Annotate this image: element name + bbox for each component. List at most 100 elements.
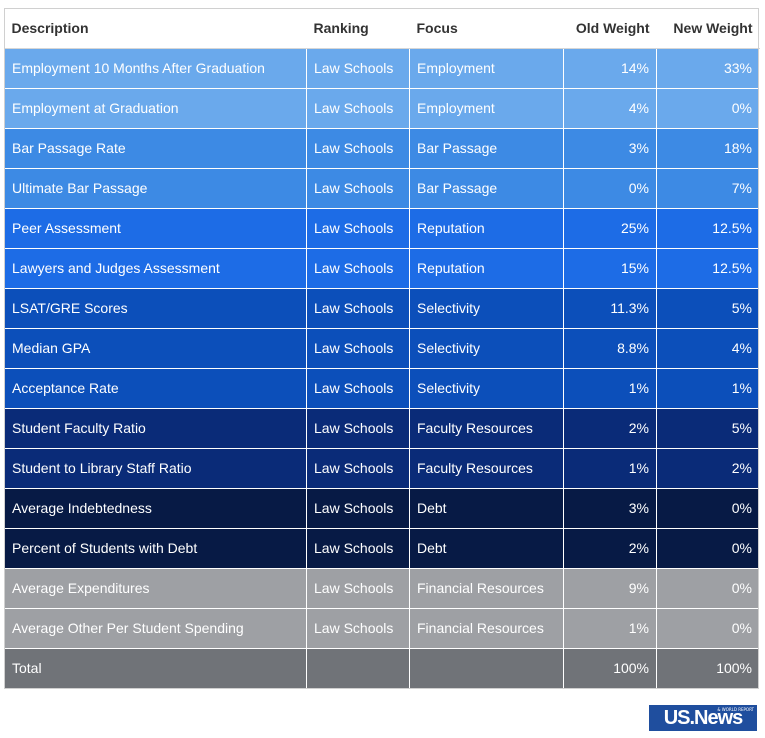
cell-ranking: Law Schools [306,527,410,569]
cell-new-weight: 0% [656,567,760,609]
cell-new-weight: 5% [656,287,760,329]
table-row: Employment at Graduation Law Schools Emplo… [4,87,760,129]
table-body: Employment 10 Months After Graduation Law… [4,47,760,689]
cell-old-weight: 1% [563,447,657,489]
cell-description: Peer Assessment [4,207,307,249]
cell-ranking: Law Schools [306,487,410,529]
cell-description: Student Faculty Ratio [4,407,307,449]
table-row: Student to Library Staff Ratio Law School… [4,447,760,489]
cell-description: Average Indebtedness [4,487,307,529]
cell-ranking: Law Schools [306,207,410,249]
header-old-weight: Old Weight [563,8,657,49]
header-ranking: Ranking [306,8,410,49]
cell-description: LSAT/GRE Scores [4,287,307,329]
cell-new-weight: 5% [656,407,760,449]
cell-ranking: Law Schools [306,127,410,169]
cell-focus: Reputation [409,207,564,249]
table-row: Median GPA Law Schools Selectivity 8.8% 4% [4,327,760,369]
cell-focus: Financial Resources [409,607,564,649]
cell-ranking: Law Schools [306,567,410,609]
usnews-logo: US.News & WORLD REPORT [649,705,757,731]
table-row: Average Other Per Student Spending Law Sc… [4,607,760,649]
weights-table-container: Description Ranking Focus Old Weight New… [4,8,760,689]
cell-description: Bar Passage Rate [4,127,307,169]
table-row: Peer Assessment Law Schools Reputation 25% 1… [4,207,760,249]
cell-ranking: Law Schools [306,447,410,489]
table-row: Average Indebtedness Law Schools Debt 3% 0% [4,487,760,529]
cell-new-weight: 2% [656,447,760,489]
cell-description: Percent of Students with Debt [4,527,307,569]
cell-old-weight: 1% [563,367,657,409]
weights-table: Description Ranking Focus Old Weight New… [4,8,760,689]
cell-description: Student to Library Staff Ratio [4,447,307,489]
cell-description: Average Expenditures [4,567,307,609]
cell-new-weight: 0% [656,87,760,129]
cell-old-weight: 4% [563,87,657,129]
cell-old-weight: 3% [563,487,657,529]
cell-old-weight: 9% [563,567,657,609]
cell-focus: Selectivity [409,367,564,409]
table-row: Ultimate Bar Passage Law Schools Bar Passa… [4,167,760,209]
cell-description: Median GPA [4,327,307,369]
cell-ranking: Law Schools [306,367,410,409]
cell-ranking: Law Schools [306,87,410,129]
header-new-weight: New Weight [656,8,760,49]
cell-description: Lawyers and Judges Assessment [4,247,307,289]
cell-description: Employment 10 Months After Graduation [4,47,307,89]
cell-old-weight: 8.8% [563,327,657,369]
cell-focus: Bar Passage [409,127,564,169]
cell-new-weight: 0% [656,527,760,569]
header-description: Description [4,8,307,49]
header-focus: Focus [409,8,564,49]
table-row: LSAT/GRE Scores Law Schools Selectivity 11.… [4,287,760,329]
cell-new-weight: 33% [656,47,760,89]
cell-new-weight: 1% [656,367,760,409]
table-row: Student Faculty Ratio Law Schools Faculty … [4,407,760,449]
cell-ranking: Law Schools [306,167,410,209]
cell-ranking: Law Schools [306,407,410,449]
cell-new-weight: 100% [656,647,760,689]
cell-new-weight: 7% [656,167,760,209]
cell-new-weight: 0% [656,607,760,649]
cell-old-weight: 15% [563,247,657,289]
cell-old-weight: 14% [563,47,657,89]
cell-focus: Bar Passage [409,167,564,209]
logo-subtext: & WORLD REPORT [717,707,754,712]
cell-focus [409,647,564,689]
table-row: Lawyers and Judges Assessment Law Schools… [4,247,760,289]
cell-focus: Employment [409,47,564,89]
cell-old-weight: 3% [563,127,657,169]
cell-ranking: Law Schools [306,47,410,89]
cell-focus: Employment [409,87,564,129]
cell-focus: Financial Resources [409,567,564,609]
cell-ranking: Law Schools [306,327,410,369]
cell-description: Total [4,647,307,689]
cell-ranking: Law Schools [306,287,410,329]
cell-focus: Faculty Resources [409,407,564,449]
cell-ranking: Law Schools [306,247,410,289]
cell-focus: Reputation [409,247,564,289]
cell-description: Average Other Per Student Spending [4,607,307,649]
cell-old-weight: 1% [563,607,657,649]
cell-old-weight: 11.3% [563,287,657,329]
cell-description: Ultimate Bar Passage [4,167,307,209]
table-row: Percent of Students with Debt Law Schools… [4,527,760,569]
table-row: Bar Passage Rate Law Schools Bar Passage 3%… [4,127,760,169]
cell-old-weight: 2% [563,527,657,569]
cell-focus: Debt [409,487,564,529]
cell-new-weight: 4% [656,327,760,369]
cell-new-weight: 12.5% [656,247,760,289]
cell-focus: Debt [409,527,564,569]
cell-focus: Selectivity [409,327,564,369]
table-row: Acceptance Rate Law Schools Selectivity 1% 1… [4,367,760,409]
cell-new-weight: 12.5% [656,207,760,249]
cell-old-weight: 100% [563,647,657,689]
cell-old-weight: 0% [563,167,657,209]
cell-old-weight: 2% [563,407,657,449]
header-row: Description Ranking Focus Old Weight New… [4,8,760,49]
cell-description: Acceptance Rate [4,367,307,409]
cell-new-weight: 18% [656,127,760,169]
table-row: Employment 10 Months After Graduation Law… [4,47,760,89]
cell-focus: Faculty Resources [409,447,564,489]
cell-focus: Selectivity [409,287,564,329]
